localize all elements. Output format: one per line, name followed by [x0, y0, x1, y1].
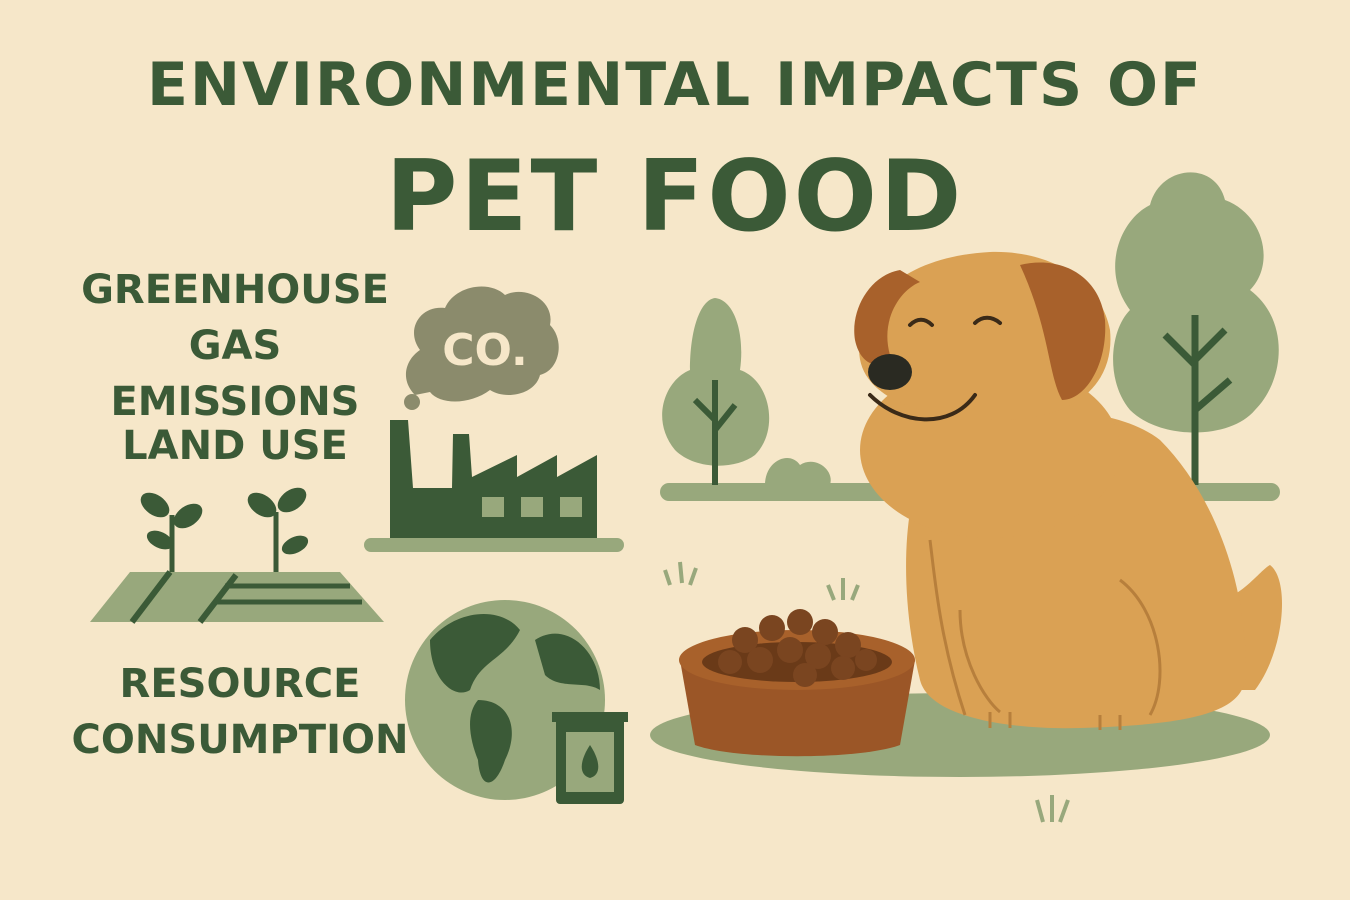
co2-text: CO. — [442, 325, 527, 376]
label-resource-consumption: RESOURCE CONSUMPTION — [60, 656, 420, 768]
farmland-sprouts-icon — [90, 487, 384, 624]
globe-and-can-icon — [405, 600, 628, 804]
dog-illustration — [854, 251, 1282, 730]
label-line: GREENHOUSE — [81, 267, 389, 313]
label-line: RESOURCE — [119, 661, 361, 707]
title-line-1: ENVIRONMENTAL IMPACTS OF — [146, 50, 1204, 120]
label-line: LAND USE — [122, 423, 348, 469]
label-greenhouse-gas-emissions: GREENHOUSE GAS EMISSIONS — [60, 262, 410, 430]
grass-tufts — [663, 561, 1070, 823]
label-line: GAS EMISSIONS — [110, 323, 360, 425]
factory-icon — [364, 420, 624, 552]
food-bowl-icon — [679, 609, 915, 757]
title-line-2: PET FOOD — [385, 140, 965, 254]
park-trees — [660, 172, 1280, 501]
label-land-use: LAND USE — [60, 418, 410, 474]
label-line: CONSUMPTION — [71, 717, 409, 763]
co2-cloud-icon: CO. — [404, 286, 559, 410]
